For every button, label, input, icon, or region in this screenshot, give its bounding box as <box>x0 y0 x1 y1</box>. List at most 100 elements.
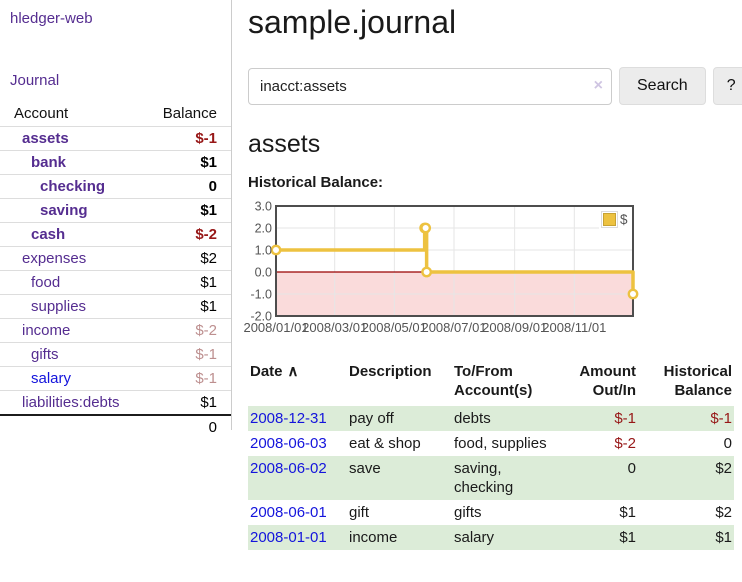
register-row: 2008-12-31 pay off debts $-1 $-1 <box>248 406 734 431</box>
svg-text:2008/05/01: 2008/05/01 <box>362 320 427 335</box>
account-link-assets[interactable]: assets <box>22 130 69 147</box>
register-date-link[interactable]: 2008-01-01 <box>250 529 327 546</box>
register-description: eat & shop <box>349 435 421 452</box>
account-balance: $1 <box>136 390 231 416</box>
app-title-link[interactable]: hledger-web <box>10 10 93 27</box>
account-heading: assets <box>248 130 321 158</box>
account-row: salary $-1 <box>0 366 231 391</box>
account-link-income[interactable]: income <box>22 322 71 339</box>
account-row: assets $-1 <box>0 126 231 151</box>
account-link-food[interactable]: food <box>31 274 61 291</box>
account-balance: $-2 <box>136 222 231 247</box>
svg-text:2008/01/01: 2008/01/01 <box>243 320 308 335</box>
account-link-bank[interactable]: bank <box>31 154 67 171</box>
register-accounts: salary <box>454 529 495 546</box>
register-date-link[interactable]: 2008-06-02 <box>250 460 327 477</box>
account-row: expenses $2 <box>0 246 231 271</box>
search-row: × Search ? <box>248 67 742 105</box>
account-balance: 0 <box>136 174 231 199</box>
register-header-amount: Amount Out/In <box>579 363 636 399</box>
svg-text:2.0: 2.0 <box>255 222 272 236</box>
register-date-link[interactable]: 2008-06-03 <box>250 435 327 452</box>
account-balance: $1 <box>136 198 231 223</box>
account-row: saving $1 <box>0 198 231 223</box>
account-balance: $-1 <box>136 342 231 367</box>
register-balance: 0 <box>723 435 732 452</box>
register-amount: $-1 <box>614 410 636 427</box>
register-header-row: Date ∧ Description To/From Account(s) Amo… <box>248 360 734 406</box>
clear-search-icon[interactable]: × <box>593 76 603 94</box>
register-row: 2008-06-02 save saving, checking 0 $2 <box>248 456 734 500</box>
svg-text:1.0: 1.0 <box>255 244 272 258</box>
accounts-total: 0 <box>136 414 231 439</box>
account-balance: $2 <box>136 246 231 271</box>
account-link-liabilities-debts[interactable]: liabilities:debts <box>22 394 120 411</box>
register-description: pay off <box>349 410 394 427</box>
page-title: sample.journal <box>248 4 457 40</box>
svg-text:0.0: 0.0 <box>255 266 272 280</box>
account-balance: $1 <box>136 270 231 295</box>
register-accounts: food, supplies <box>454 435 547 452</box>
register-header-description: Description <box>349 363 432 380</box>
account-row: cash $-2 <box>0 222 231 247</box>
account-link-supplies[interactable]: supplies <box>31 298 87 315</box>
account-link-checking[interactable]: checking <box>40 178 106 195</box>
search-button[interactable]: Search <box>619 67 706 105</box>
account-row: supplies $1 <box>0 294 231 319</box>
historical-balance-chart: $3.0 2.0 1.0 0.0 -1.0 -2.0 2008/01/01 2008/03/0… <box>243 198 742 338</box>
register-table: Date ∧ Description To/From Account(s) Amo… <box>248 360 734 550</box>
register-amount: $1 <box>619 529 636 546</box>
accounts-table: Account Balance assets $-1 bank $1 checking 0… <box>0 102 231 439</box>
register-row: 2008-01-01 income salary $1 $1 <box>248 525 734 550</box>
register-accounts: saving, checking <box>454 460 514 496</box>
chart-canvas: $3.0 2.0 1.0 0.0 -1.0 -2.02008/01/012008/03/0… <box>243 200 639 335</box>
register-balance: $-1 <box>710 410 732 427</box>
svg-text:3.0: 3.0 <box>255 200 272 214</box>
sort-ascending-icon: ∧ <box>287 363 299 380</box>
account-link-saving[interactable]: saving <box>40 202 88 219</box>
register-date-link[interactable]: 2008-06-01 <box>250 504 327 521</box>
svg-text:2008/07/01: 2008/07/01 <box>421 320 486 335</box>
register-description: income <box>349 529 398 546</box>
sidebar: hledger-web Journal Account Balance asse… <box>0 0 232 439</box>
help-button[interactable]: ? <box>712 67 742 105</box>
svg-text:-1.0: -1.0 <box>250 288 272 302</box>
account-balance: $1 <box>136 150 231 175</box>
chart-title: Historical Balance: <box>248 174 384 191</box>
register-balance: $2 <box>715 460 732 477</box>
register-accounts: debts <box>454 410 491 427</box>
account-row: food $1 <box>0 270 231 295</box>
account-row: bank $1 <box>0 150 231 175</box>
accounts-header-account: Account <box>0 102 137 127</box>
account-link-salary[interactable]: salary <box>31 370 72 387</box>
register-accounts: gifts <box>454 504 482 521</box>
account-balance: $-2 <box>136 318 231 343</box>
register-description: gift <box>349 504 370 521</box>
register-amount: 0 <box>627 460 636 477</box>
main-content: sample.journal × Search ? assets Histori… <box>232 0 742 582</box>
account-balance: $-1 <box>136 126 231 151</box>
accounts-header-row: Account Balance <box>0 102 231 127</box>
register-description: save <box>349 460 381 477</box>
accounts-total-row: 0 <box>0 414 231 439</box>
account-row: gifts $-1 <box>0 342 231 367</box>
account-link-expenses[interactable]: expenses <box>22 250 87 267</box>
account-row: income $-2 <box>0 318 231 343</box>
journal-link[interactable]: Journal <box>10 72 60 89</box>
search-input[interactable] <box>248 67 612 105</box>
account-row: checking 0 <box>0 174 231 199</box>
account-row: liabilities:debts $1 <box>0 390 231 416</box>
svg-text:$: $ <box>620 212 628 227</box>
register-amount: $1 <box>619 504 636 521</box>
register-header-date[interactable]: Date ∧ <box>250 363 299 380</box>
register-row: 2008-06-01 gift gifts $1 $2 <box>248 500 734 525</box>
account-balance: $-1 <box>136 366 231 391</box>
register-header-accounts: To/From Account(s) <box>454 363 533 399</box>
account-link-gifts[interactable]: gifts <box>31 346 59 363</box>
account-link-cash[interactable]: cash <box>31 226 66 243</box>
register-date-link[interactable]: 2008-12-31 <box>250 410 327 427</box>
register-balance: $2 <box>715 504 732 521</box>
register-row: 2008-06-03 eat & shop food, supplies $-2 0 <box>248 431 734 456</box>
svg-text:-2.0: -2.0 <box>250 310 272 324</box>
svg-text:2008/03/01: 2008/03/01 <box>302 320 367 335</box>
